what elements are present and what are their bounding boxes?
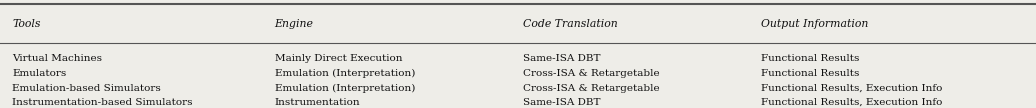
Text: Mainly Direct Execution: Mainly Direct Execution [275, 54, 402, 63]
Text: Code Translation: Code Translation [523, 19, 617, 29]
Text: Same-ISA DBT: Same-ISA DBT [523, 98, 601, 107]
Text: Instrumentation: Instrumentation [275, 98, 361, 107]
Text: Emulators: Emulators [12, 69, 66, 78]
Text: Emulation (Interpretation): Emulation (Interpretation) [275, 69, 414, 78]
Text: Cross-ISA & Retargetable: Cross-ISA & Retargetable [523, 69, 660, 78]
Text: Instrumentation-based Simulators: Instrumentation-based Simulators [12, 98, 193, 107]
Text: Virtual Machines: Virtual Machines [12, 54, 103, 63]
Text: Output Information: Output Information [761, 19, 869, 29]
Text: Same-ISA DBT: Same-ISA DBT [523, 54, 601, 63]
Text: Engine: Engine [275, 19, 314, 29]
Text: Cross-ISA & Retargetable: Cross-ISA & Retargetable [523, 83, 660, 93]
Text: Functional Results, Execution Info: Functional Results, Execution Info [761, 83, 943, 93]
Text: Functional Results: Functional Results [761, 54, 860, 63]
Text: Functional Results, Execution Info: Functional Results, Execution Info [761, 98, 943, 107]
Text: Tools: Tools [12, 19, 41, 29]
Text: Functional Results: Functional Results [761, 69, 860, 78]
Text: Emulation-based Simulators: Emulation-based Simulators [12, 83, 162, 93]
Text: Emulation (Interpretation): Emulation (Interpretation) [275, 83, 414, 93]
